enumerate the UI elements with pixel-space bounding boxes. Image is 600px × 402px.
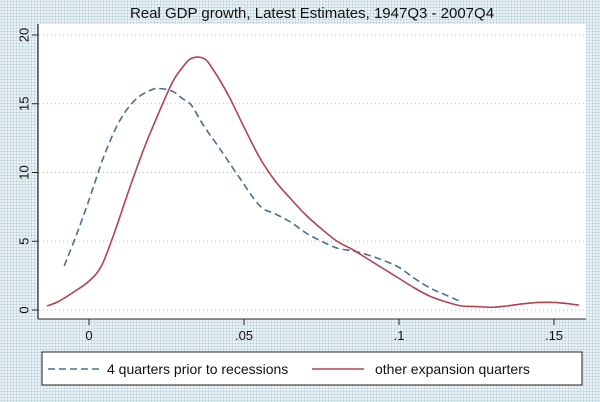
series-group [46, 56, 579, 309]
chart-title: Real GDP growth, Latest Estimates, 1947Q… [130, 5, 494, 22]
x-tick-label: .05 [235, 328, 253, 343]
x-tick-label: .15 [545, 328, 563, 343]
x-tick-label: 0 [85, 328, 92, 343]
series-line-expansion [46, 56, 579, 309]
legend-label-recessions: 4 quarters prior to recessions [107, 361, 288, 377]
y-tick-label: 5 [17, 238, 32, 245]
y-tick-label: 20 [17, 28, 32, 42]
x-tick-label: .1 [394, 328, 405, 343]
legend-label-expansion: other expansion quarters [375, 361, 530, 377]
y-tick-label: 0 [17, 306, 32, 313]
y-axis: 0 5 10 15 20 [17, 28, 38, 314]
x-axis: 0 .05 .1 .15 [85, 319, 563, 343]
y-tick-label: 10 [17, 165, 32, 179]
plot-area [38, 24, 586, 319]
y-tick-label: 15 [17, 97, 32, 111]
series-line-recessions [63, 87, 462, 303]
legend: 4 quarters prior to recessions other exp… [41, 351, 583, 386]
